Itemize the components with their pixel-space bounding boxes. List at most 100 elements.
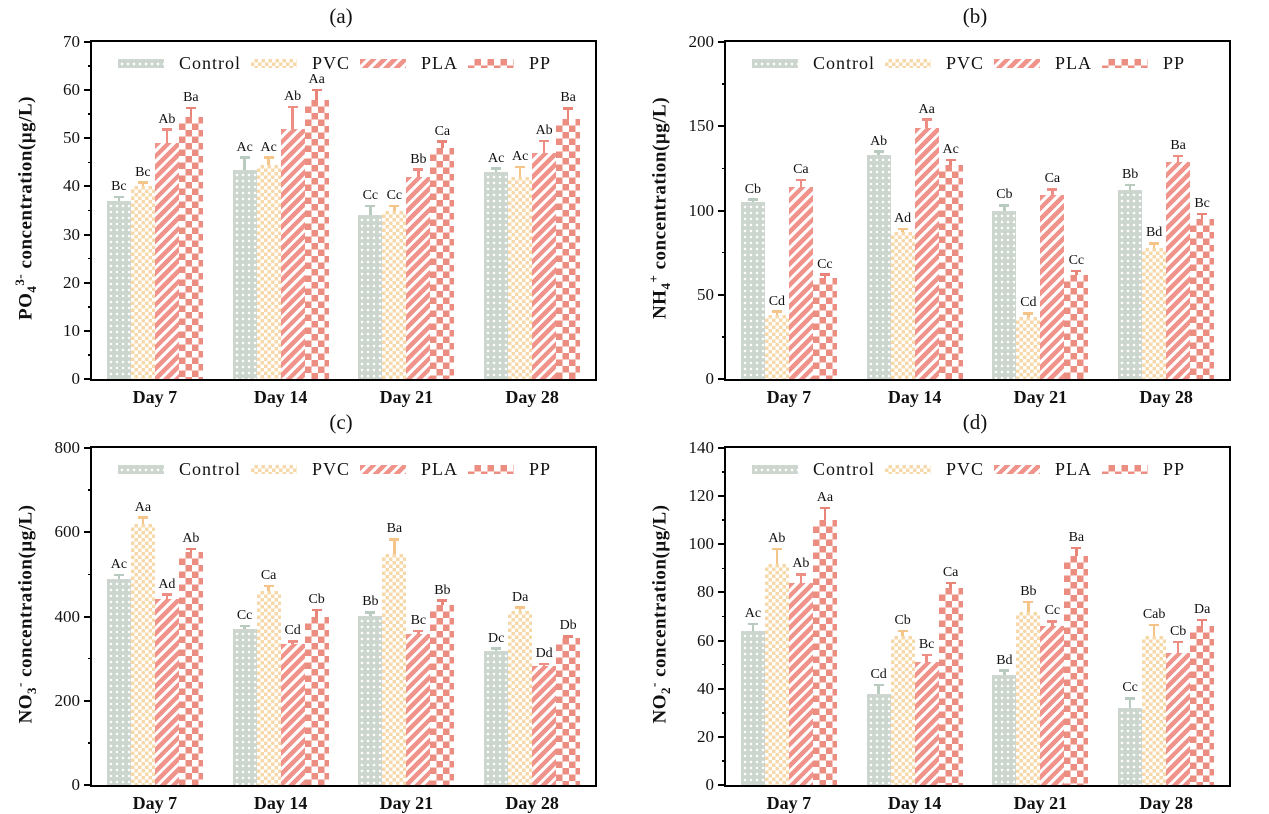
y-tick-mark <box>84 447 92 449</box>
error-bar-control <box>369 612 372 616</box>
error-bar-cap-control <box>747 198 758 201</box>
y-minor-tick-mark <box>88 354 92 356</box>
error-bar-cap-pla <box>413 629 424 633</box>
y-axis-title-base: PO <box>15 292 37 320</box>
bar-control-group-1 <box>740 630 765 785</box>
error-bar-cap-pvc <box>1023 312 1034 315</box>
legend-swatch-control <box>118 465 164 474</box>
y-tick-mark <box>84 137 92 140</box>
error-bar-cap-pla <box>413 168 424 171</box>
sig-label-control: Cb <box>996 187 1013 203</box>
bar-pp-group-2 <box>938 165 963 379</box>
error-bar-cap-pla <box>539 662 550 665</box>
error-bar-pp <box>1200 620 1204 627</box>
bar-pp-group-3 <box>430 604 455 785</box>
sig-label-pla: Ab <box>792 556 810 572</box>
error-bar-cap-pla <box>795 573 806 576</box>
y-tick-mark <box>84 329 92 332</box>
bar-pla-group-4 <box>1166 652 1191 785</box>
error-bar-pp <box>189 107 193 117</box>
bar-control-group-3 <box>992 675 1017 785</box>
error-bar-pvc <box>1027 602 1030 612</box>
error-bar-cap-pp <box>1071 269 1082 273</box>
legend-item-pla: PLA <box>993 53 1092 74</box>
bar-control-group-2 <box>232 629 257 785</box>
error-bar-cap-pp <box>185 547 196 551</box>
error-bar-cap-control <box>365 204 376 207</box>
sig-label-pla: Ca <box>1044 171 1061 187</box>
legend-label-control: Control <box>813 53 876 73</box>
sig-label-pla: Cb <box>1169 623 1187 639</box>
x-tick-label: Day 28 <box>505 387 559 407</box>
sig-label-pla: Bc <box>410 612 427 628</box>
legend-swatch-pla <box>993 465 1040 474</box>
error-bar-pla <box>925 655 928 663</box>
bar-control-group-3 <box>358 215 383 379</box>
error-bar-cap-control <box>239 156 250 159</box>
bar-pvc-group-2 <box>256 164 281 379</box>
error-bar-cap-pp <box>563 107 574 110</box>
y-tick-mark <box>718 125 726 128</box>
legend-label-control: Control <box>179 459 242 479</box>
y-tick-mark <box>718 495 726 498</box>
error-bar-pvc <box>901 630 904 636</box>
bar-control-group-4 <box>484 651 509 785</box>
sig-label-pvc: Aa <box>134 499 152 515</box>
error-bar-cap-pla <box>795 178 806 182</box>
error-bar-cap-pvc <box>771 310 782 313</box>
error-bar-cap-pvc <box>1149 242 1160 245</box>
y-axis-title-sup: + <box>645 274 661 283</box>
error-bar-cap-pp <box>311 608 322 611</box>
error-bar-cap-pla <box>287 640 298 643</box>
error-bar-pla <box>925 119 928 128</box>
y-tick-label: 0 <box>71 775 81 794</box>
legend-swatch-pvc <box>250 465 297 474</box>
error-bar-pvc <box>267 586 270 592</box>
y-minor-tick-mark <box>88 209 92 212</box>
bar-pla-group-2 <box>280 128 305 379</box>
error-bar-cap-pp <box>563 635 574 638</box>
y-tick-mark <box>718 378 726 380</box>
error-bar-cap-control <box>873 683 884 687</box>
y-tick-mark <box>84 531 92 534</box>
error-bar-cap-pla <box>161 128 172 131</box>
y-tick-mark <box>84 185 92 188</box>
sig-label-pvc: Cab <box>1142 606 1166 622</box>
y-minor-tick-mark <box>88 742 92 744</box>
panel-a: (a) PO43- concentration(µg/L) 0 10 20 30 40 50 6… <box>0 0 634 407</box>
bar-pvc-group-4 <box>508 611 533 785</box>
bar-pvc-group-1 <box>764 563 789 785</box>
bar-pp-group-4 <box>556 119 581 379</box>
y-tick-label: 50 <box>63 128 80 148</box>
plot-area-b: 0 50 100 150 200 Control PVC PLA PP Day 7 Cb Cd Ca Cc… <box>689 32 1231 407</box>
y-tick-label: 600 <box>54 522 81 542</box>
error-bar-pp <box>823 508 827 521</box>
sig-label-pvc: Ab <box>768 531 786 547</box>
error-bar-pvc <box>141 182 145 187</box>
plot-area-a: 0 10 20 30 40 50 60 70 Control PVC PLA PP Day 7 Bc Bc A… <box>63 32 597 407</box>
sig-label-pla: Ab <box>158 111 176 127</box>
y-minor-tick-mark <box>722 615 726 618</box>
error-bar-control <box>877 151 880 155</box>
y-tick-label: 0 <box>705 369 715 388</box>
error-bar-pla <box>1176 641 1180 653</box>
error-bar-pp <box>315 609 318 618</box>
error-bar-cap-pvc <box>1149 623 1160 627</box>
y-tick-mark <box>84 378 92 380</box>
sig-label-pp: Ba <box>1068 529 1085 545</box>
legend-label-pla: PLA <box>1054 459 1092 479</box>
error-bar-pla <box>542 663 546 667</box>
panel-c: (c) NO3- concentration(µg/L) 0 200 400 600 800… <box>0 406 634 813</box>
error-bar-cap-pla <box>921 653 932 657</box>
bar-pla-group-4 <box>532 152 557 379</box>
sig-label-control: Ab <box>870 133 888 149</box>
sig-label-pvc: Ad <box>894 211 912 227</box>
y-minor-tick-mark <box>722 167 726 170</box>
bar-control-group-2 <box>866 154 891 379</box>
error-bar-pla <box>417 169 420 177</box>
y-tick-mark <box>718 784 726 786</box>
y-minor-tick-mark <box>88 306 92 308</box>
sig-label-pla: Ad <box>158 576 176 592</box>
y-tick-mark <box>718 41 726 43</box>
error-bar-pp <box>441 600 444 605</box>
